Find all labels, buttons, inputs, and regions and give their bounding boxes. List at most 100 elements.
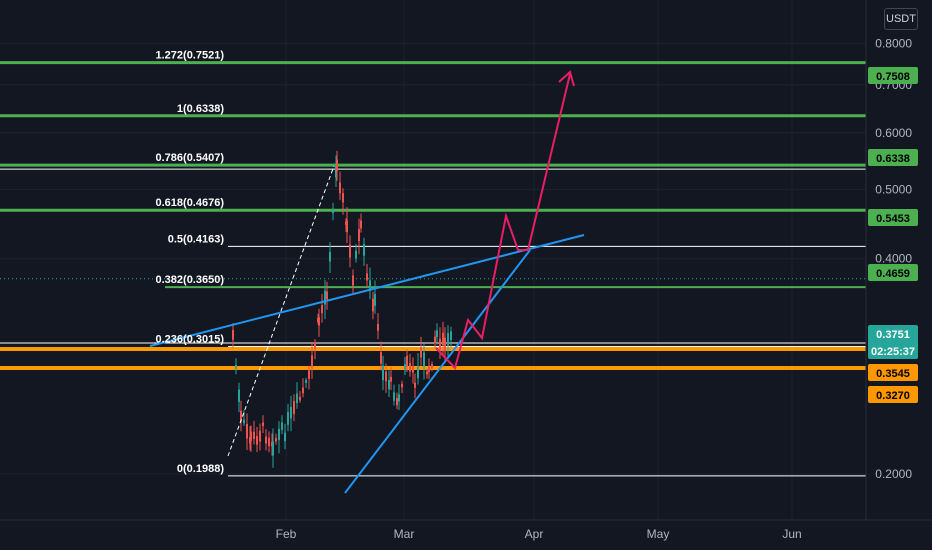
candle-body — [299, 396, 301, 401]
candle-body — [439, 338, 441, 350]
candle-body — [358, 229, 360, 242]
candle-body — [436, 330, 438, 338]
fib-labels: 1.272(0.7521) 1(0.6338) 0.786(0.5407) 0.618… — [156, 50, 225, 475]
candle-body — [305, 380, 307, 384]
price-badge-label: 0.6338 — [876, 153, 910, 165]
price-badge-label: 0.7508 — [876, 71, 910, 83]
time-tick-label: Apr — [525, 527, 544, 541]
chart-grid — [0, 0, 866, 520]
price-badge-label: 0.5453 — [876, 213, 910, 225]
candles — [232, 150, 452, 468]
price-badge-label: 0.4659 — [876, 268, 910, 280]
candle-body — [311, 355, 313, 368]
candle-body — [380, 352, 382, 364]
price-badge — [868, 264, 918, 281]
candle-body — [314, 342, 316, 350]
fib-levels — [0, 61, 866, 477]
candle-body — [406, 355, 408, 367]
price-scale[interactable] — [866, 0, 932, 520]
projection-path — [435, 73, 571, 370]
candle-body — [444, 337, 446, 352]
price-badge-label: 0.3545 — [876, 368, 910, 380]
time-tick-label: Jun — [782, 527, 801, 541]
price-tick-label: 0.8000 — [875, 36, 912, 50]
candle-body — [352, 275, 354, 286]
candle-body — [238, 389, 240, 402]
candle-body — [414, 382, 416, 388]
candle-body — [412, 365, 414, 373]
time-axis-ticks[interactable]: Feb Mar Apr May Jun — [276, 527, 802, 541]
candle-body — [390, 376, 392, 382]
candle-body — [409, 363, 411, 372]
candle-body — [336, 159, 338, 172]
candle-body — [369, 280, 371, 291]
candle-body — [284, 432, 286, 442]
price-badge — [868, 325, 918, 359]
candle-body — [377, 323, 379, 331]
candle-body — [434, 336, 436, 344]
candle-body — [259, 430, 261, 442]
candle-body — [324, 290, 326, 305]
candle-body — [329, 252, 331, 262]
candle-body — [253, 431, 255, 440]
trendline-upper — [149, 234, 585, 347]
candle-body — [272, 441, 274, 456]
candle-body — [393, 392, 395, 401]
candle-body — [332, 209, 334, 214]
candle-body — [262, 422, 264, 427]
price-tick-label: 0.6000 — [875, 126, 912, 140]
projection-arrowhead — [558, 70, 575, 87]
fib-level-label: 1(0.6338) — [177, 103, 224, 115]
candle-body — [426, 371, 428, 375]
candle-body — [281, 422, 283, 430]
candle-body — [442, 332, 444, 346]
candle-body — [290, 406, 292, 419]
candle-body — [321, 305, 323, 314]
price-badge — [868, 149, 918, 166]
candle-body — [428, 365, 430, 372]
candle-body — [401, 383, 403, 388]
price-badge — [868, 386, 918, 403]
candle-body — [420, 347, 422, 358]
trendline-lower — [344, 249, 531, 494]
price-badge-label: 0.3270 — [876, 390, 910, 402]
countdown-label: 02:25:37 — [871, 346, 915, 358]
price-badge-label: 0.3751 — [876, 329, 910, 341]
candle-body — [385, 371, 387, 382]
price-badges: 0.7508 0.6338 0.5453 0.4659 0.3751 02:25:37 0.… — [868, 67, 918, 403]
price-badge — [868, 209, 918, 226]
trend-drawings — [149, 70, 585, 494]
candle-body — [265, 436, 267, 444]
price-tick-label: 0.4000 — [875, 252, 912, 266]
price-badge — [868, 67, 918, 84]
candle-body — [363, 243, 365, 256]
time-tick-label: May — [647, 527, 670, 541]
candle-body — [417, 366, 419, 379]
price-badge — [868, 364, 918, 381]
candle-body — [287, 412, 289, 425]
candle-body — [293, 400, 295, 414]
candle-body — [398, 394, 400, 402]
candle-body — [318, 317, 320, 326]
candle-body — [366, 273, 368, 281]
candle-body — [296, 393, 298, 404]
candle-body — [349, 244, 351, 258]
candle-body — [355, 250, 357, 259]
candle-body — [326, 291, 328, 300]
fib-level-label: 0.382(0.3650) — [156, 274, 225, 286]
candle-body — [232, 330, 234, 340]
candle-body — [246, 423, 248, 439]
currency-selector[interactable]: USDT — [884, 8, 918, 30]
candle-body — [342, 193, 344, 203]
fib-anchor-line — [227, 165, 335, 457]
candle-body — [275, 438, 277, 442]
candle-body — [243, 419, 245, 424]
candle-body — [396, 398, 398, 406]
candle-body — [374, 294, 376, 306]
candle-body — [447, 333, 449, 346]
candle-body — [268, 437, 270, 447]
candle-body — [382, 365, 384, 381]
candle-body — [372, 298, 374, 312]
candle-body — [423, 352, 425, 367]
